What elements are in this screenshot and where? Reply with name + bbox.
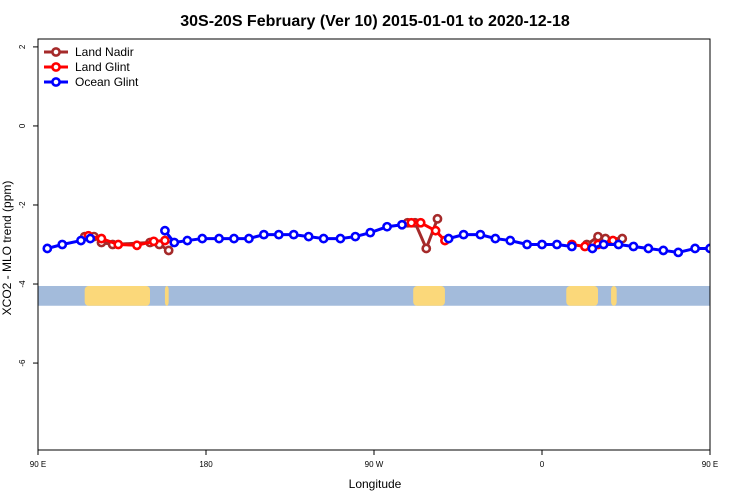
- land-region: [84, 285, 150, 306]
- ocean-glint-point: [57, 239, 68, 250]
- chart-title: 30S-20S February (Ver 10) 2015-01-01 to …: [180, 13, 570, 30]
- land-nadir-point: [593, 231, 603, 242]
- legend-land-glint-label: Land Glint: [75, 60, 130, 74]
- y-tick-label: 2: [18, 44, 27, 49]
- x-tick-label: 90 W: [365, 460, 384, 469]
- land-glint-point: [113, 239, 124, 250]
- ocean-glint-point: [443, 233, 454, 244]
- land-glint-point: [406, 217, 417, 228]
- land-region: [566, 285, 598, 306]
- ocean-glint-point: [76, 235, 86, 246]
- land-glint-point: [148, 236, 159, 247]
- y-tick-label: -2: [18, 201, 27, 209]
- ocean-band: [38, 285, 710, 306]
- legend-ocean-glint-marker: [51, 77, 61, 87]
- ocean-glint-point: [458, 229, 469, 240]
- axes: 90 E 180 90 W 0 90 E 2 0 -2 -4 -6: [18, 44, 718, 469]
- ocean-glint-point: [397, 219, 407, 230]
- land-glint-point: [415, 217, 426, 228]
- ocean-glint-point: [197, 233, 208, 244]
- ocean-glint-point: [258, 229, 269, 240]
- ocean-glint-point: [673, 247, 684, 258]
- land-glint-point: [580, 241, 590, 252]
- ocean-glint-point: [658, 245, 669, 256]
- ocean-glint-point: [705, 243, 710, 254]
- y-axis-label: XCO2 - MLO trend (ppm): [0, 181, 14, 316]
- ocean-glint-point: [537, 239, 547, 250]
- ocean-glint-point: [42, 243, 53, 254]
- ocean-glint-point: [182, 235, 193, 246]
- plot-frame: [37, 38, 711, 451]
- land-region: [413, 285, 445, 306]
- y-tick-label: -6: [18, 359, 27, 367]
- land-glint-point: [132, 240, 142, 251]
- ocean-glint-point: [160, 225, 170, 236]
- legend-ocean-glint-label: Ocean Glint: [75, 75, 139, 89]
- ocean-glint-point: [229, 233, 239, 244]
- legend-land-nadir-marker: [51, 47, 61, 57]
- land-nadir-point: [421, 243, 432, 254]
- land-ocean-strip: [38, 285, 710, 306]
- ocean-glint-point: [690, 243, 700, 254]
- ocean-glint-point: [613, 239, 624, 250]
- ocean-glint-point: [628, 241, 639, 252]
- legend-land-nadir-label: Land Nadir: [75, 45, 134, 59]
- land-glint-point: [430, 225, 441, 236]
- legend-land-glint-marker: [51, 62, 61, 72]
- x-axis-label: Longitude: [349, 477, 402, 491]
- ocean-glint-point: [382, 221, 392, 232]
- x-tick-label: 90 E: [30, 460, 46, 469]
- x-tick-label: 180: [199, 460, 213, 469]
- ocean-glint-point: [335, 233, 346, 244]
- ocean-glint-point: [490, 233, 501, 244]
- land-region: [611, 285, 617, 306]
- ocean-glint-point: [169, 237, 180, 248]
- y-tick-label: 0: [18, 123, 27, 128]
- ocean-glint-point: [552, 239, 562, 250]
- y-tick-label: -4: [18, 280, 27, 288]
- land-glint-point: [96, 233, 107, 244]
- ocean-glint-point: [214, 233, 224, 244]
- ocean-glint-point: [318, 233, 329, 244]
- x-tick-label: 0: [540, 460, 545, 469]
- land-glint-point: [160, 235, 170, 246]
- ocean-glint-point: [244, 233, 254, 244]
- ocean-glint-point: [505, 235, 516, 246]
- ocean-glint-point: [643, 243, 654, 254]
- ocean-glint-point: [303, 231, 314, 242]
- land-nadir-point: [163, 245, 174, 256]
- series-group: [42, 213, 741, 258]
- ocean-glint-point: [85, 233, 96, 244]
- ocean-glint-point: [475, 229, 486, 240]
- ocean-glint-point: [288, 229, 299, 240]
- ocean-glint-point: [350, 231, 361, 242]
- ocean-glint-point: [566, 241, 577, 252]
- ocean-glint-point: [598, 239, 609, 250]
- ocean-glint-point: [587, 243, 598, 254]
- ocean-glint-point: [365, 227, 376, 238]
- land-region: [164, 285, 169, 306]
- ocean-glint-point: [522, 239, 532, 250]
- land-nadir-point: [432, 213, 443, 224]
- ocean-glint-point: [273, 229, 284, 240]
- ocean-glint-point: [734, 235, 741, 242]
- x-tick-label: 90 E: [702, 460, 718, 469]
- ocean-glint-point: [721, 241, 728, 248]
